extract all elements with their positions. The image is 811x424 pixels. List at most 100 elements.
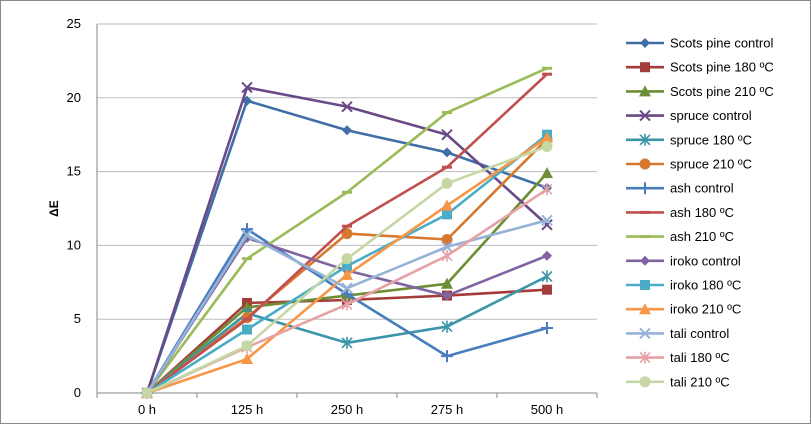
data-point: [442, 147, 452, 158]
legend-item: ash 210 ºC: [626, 229, 734, 244]
legend-marker: [640, 62, 650, 73]
legend-label: Scots pine control: [670, 36, 773, 51]
data-point: [341, 336, 353, 349]
data-point: [241, 340, 253, 352]
legend-label: tali 210 ºC: [670, 374, 730, 389]
data-point: [341, 253, 353, 265]
legend-label: iroko control: [670, 253, 741, 268]
legend-item: iroko control: [626, 253, 741, 268]
series-4: [141, 81, 553, 399]
legend-marker: [639, 158, 651, 170]
data-point: [241, 81, 253, 94]
legend-item: tali 180 ºC: [626, 350, 730, 365]
legend-item: iroko 180 ºC: [626, 278, 741, 293]
data-point: [442, 209, 452, 220]
data-point: [441, 199, 453, 211]
y-tick-label: 15: [67, 164, 81, 179]
legend-marker: [639, 327, 651, 340]
data-point: [141, 387, 153, 399]
legend-marker: [639, 133, 651, 146]
legend-item: Scots pine control: [626, 36, 773, 51]
legend-label: Scots pine 180 ºC: [670, 60, 774, 75]
data-point: [341, 268, 353, 280]
data-point: [541, 131, 553, 143]
data-point: [442, 290, 452, 301]
data-point: [542, 284, 552, 295]
legend-label: tali control: [670, 326, 729, 341]
data-point: [341, 288, 353, 301]
data-point: [241, 229, 253, 241]
data-point: [341, 282, 353, 294]
y-tick-label: 0: [74, 385, 81, 400]
data-point: [441, 350, 453, 363]
y-tick-label: 5: [74, 311, 81, 326]
legend-label: ash control: [670, 181, 734, 196]
legend-label: iroko 210 ºC: [670, 302, 741, 317]
data-point: [541, 141, 553, 153]
gridlines: [97, 23, 597, 320]
data-point: [341, 100, 353, 113]
legend-item: Scots pine 210 ºC: [626, 84, 774, 99]
x-tick-label: 250 h: [331, 402, 364, 417]
legend-marker: [640, 255, 650, 266]
legend-marker: [639, 109, 651, 122]
data-point: [242, 324, 252, 335]
data-point: [441, 249, 453, 262]
series-layer: [141, 66, 553, 399]
data-point: [541, 183, 553, 196]
data-point: [441, 177, 453, 189]
legend-marker: [639, 303, 651, 315]
data-point: [341, 228, 353, 240]
data-point: [542, 250, 552, 261]
legend: Scots pine control Scots pine 180 ºC Scots…: [626, 36, 774, 389]
data-point: [342, 125, 352, 136]
legend-item: spruce control: [626, 108, 752, 123]
series-9: [142, 66, 552, 395]
data-point: [541, 214, 553, 227]
data-point: [541, 322, 553, 335]
data-point: [541, 167, 553, 179]
data-point: [541, 270, 553, 283]
legend-label: spruce 180 ºC: [670, 132, 752, 147]
legend-label: iroko 180 ºC: [670, 278, 741, 293]
legend-item: ash 180 ºC: [626, 205, 734, 220]
data-point: [441, 277, 453, 289]
legend-item: tali control: [626, 326, 729, 341]
x-tick-label: 0 h: [138, 402, 156, 417]
legend-item: spruce 210 ºC: [626, 157, 752, 172]
legend-item: ash control: [626, 181, 734, 196]
legend-marker: [639, 85, 651, 97]
data-point: [441, 320, 453, 333]
legend-item: iroko 210 ºC: [626, 302, 741, 317]
x-tick-label: 500 h: [531, 402, 564, 417]
legend-label: spruce 210 ºC: [670, 157, 752, 172]
x-tick-label: 125 h: [231, 402, 264, 417]
legend-marker: [639, 182, 651, 195]
x-tick-label: 275 h: [431, 402, 464, 417]
data-point: [441, 241, 453, 253]
data-point: [341, 298, 353, 311]
legend-marker: [639, 351, 651, 364]
data-point: [441, 233, 453, 245]
legend-label: ash 210 ºC: [670, 229, 734, 244]
legend-label: ash 180 ºC: [670, 205, 734, 220]
y-axis-title: ΔE: [47, 200, 61, 217]
series-15: [141, 141, 553, 399]
legend-label: spruce control: [670, 108, 752, 123]
data-point: [441, 128, 453, 141]
legend-item: Scots pine 180 ºC: [626, 60, 774, 75]
y-tick-label: 25: [67, 16, 81, 31]
data-point: [342, 261, 352, 272]
data-point: [241, 353, 253, 365]
legend-label: Scots pine 210 ºC: [670, 84, 774, 99]
y-tick-label: 20: [67, 90, 81, 105]
legend-marker: [640, 38, 650, 48]
legend-item: spruce 180 ºC: [626, 132, 752, 147]
legend-marker: [640, 280, 650, 290]
legend-label: tali 180 ºC: [670, 350, 730, 365]
legend-marker: [639, 376, 651, 388]
